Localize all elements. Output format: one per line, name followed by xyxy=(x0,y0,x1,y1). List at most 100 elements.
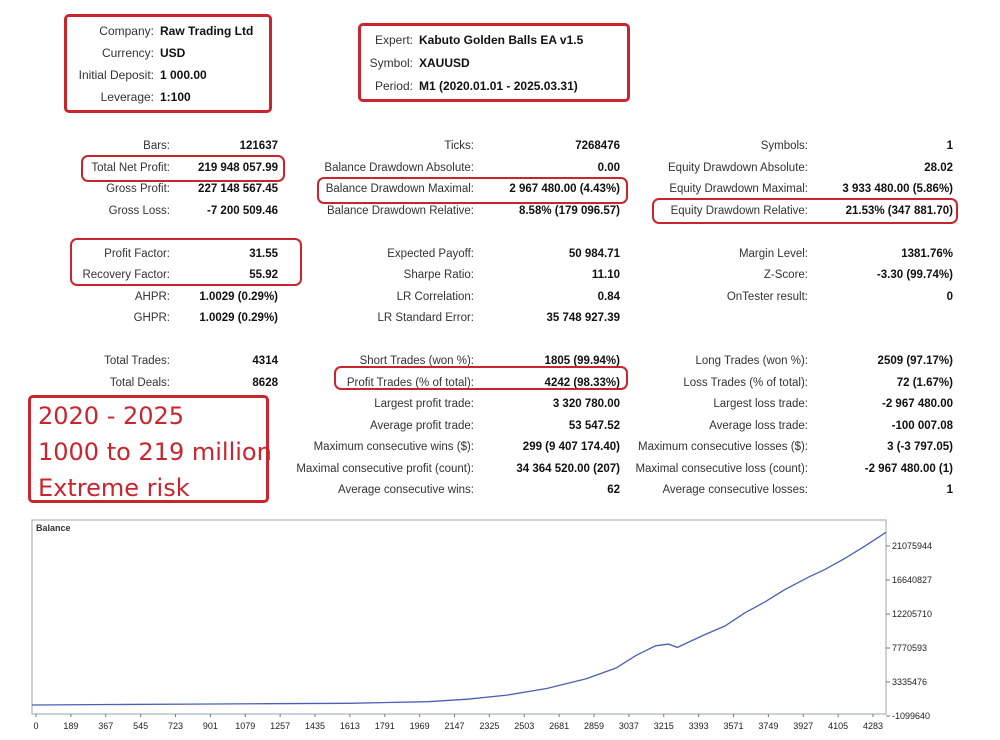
stat-value: 3 320 780.00 xyxy=(552,398,620,410)
stat-value: 219 948 057.99 xyxy=(198,161,278,174)
highlight-total-net-profit xyxy=(81,155,285,182)
stat-label: Average profit trade: xyxy=(370,419,474,432)
expert-info-row: Expert: Kabuto Golden Balls EA v1.5 xyxy=(0,29,700,51)
account-info-row: Currency: USD xyxy=(0,42,300,64)
stat-row: Gross Profit: 227 148 567.45 xyxy=(0,178,1000,200)
expert-info-label: Period: xyxy=(374,79,413,93)
stat-value: 2 967 480.00 (4.43%) xyxy=(509,183,620,195)
stat-label: Total Net Profit: xyxy=(91,161,170,174)
balance-chart: Balance 21075944 16640827 12205710 7770593 33… xyxy=(31,519,932,731)
stat-label: Maximum consecutive wins ($): xyxy=(313,441,474,453)
x-tick-label: 2503 xyxy=(514,721,534,731)
stat-row: Largest loss trade: -2 967 480.00 xyxy=(0,393,1000,415)
x-tick-label: 901 xyxy=(203,721,218,731)
stat-row: Sharpe Ratio: 11.10 xyxy=(0,264,1000,286)
x-tick-label: 3927 xyxy=(793,721,813,731)
stat-row: Largest profit trade: 3 320 780.00 xyxy=(0,393,1000,415)
stat-row: Z-Score: -3.30 (99.74%) xyxy=(0,264,1000,286)
stat-value: -100 007.08 xyxy=(891,419,953,432)
x-tick-label: 2859 xyxy=(584,721,604,731)
x-tick-label: 1435 xyxy=(305,721,325,731)
expert-info-value: M1 (2020.01.01 - 2025.03.31) xyxy=(419,79,578,93)
account-info-value: USD xyxy=(160,46,186,60)
expert-info-label: Expert: xyxy=(374,33,413,47)
stat-value: 62 xyxy=(607,484,620,496)
stat-row: OnTester result: 0 xyxy=(0,286,1000,308)
stat-value: 1.0029 (0.29%) xyxy=(199,290,278,303)
stat-value: 7268476 xyxy=(575,140,620,152)
stat-row: Total Net Profit: 219 948 057.99 xyxy=(0,157,1000,179)
stat-row: Recovery Factor: 55.92 xyxy=(0,264,1000,286)
stat-label: Maximal consecutive profit (count): xyxy=(296,462,474,475)
account-info-row: Company: Raw Trading Ltd xyxy=(0,20,300,42)
stat-label: LR Standard Error: xyxy=(377,312,474,324)
x-tick-label: 4283 xyxy=(863,721,883,731)
stat-value: 55.92 xyxy=(249,269,278,281)
stat-value: -2 967 480.00 (1) xyxy=(864,462,953,475)
x-tick-label: 723 xyxy=(168,721,183,731)
stat-row: Balance Drawdown Absolute: 0.00 xyxy=(0,157,1000,179)
stat-row: Balance Drawdown Maximal: 2 967 480.00 (4… xyxy=(0,178,1000,200)
stat-label: Balance Drawdown Absolute: xyxy=(324,161,474,174)
stat-label: Maximum consecutive losses ($): xyxy=(638,441,808,453)
highlight-factors xyxy=(70,238,302,286)
stat-label: Z-Score: xyxy=(763,269,808,281)
stat-label: GHPR: xyxy=(133,312,170,324)
stat-label: AHPR: xyxy=(134,290,170,303)
stat-value: 3 933 480.00 (5.86%) xyxy=(842,183,953,195)
stat-label: Average consecutive wins: xyxy=(338,484,474,496)
stat-row: Expected Payoff: 50 984.71 xyxy=(0,243,1000,265)
stat-row: LR Standard Error: 35 748 927.39 xyxy=(0,307,1000,329)
x-tick-label: 3749 xyxy=(758,721,778,731)
stat-label: Equity Drawdown Relative: xyxy=(670,204,808,217)
account-info-label: Initial Deposit: xyxy=(78,68,154,82)
stat-row: Equity Drawdown Relative: 21.53% (347 881… xyxy=(0,200,1000,222)
stat-row: Symbols: 1 xyxy=(0,135,1000,157)
annotation-line-3: Extreme risk xyxy=(38,474,190,502)
account-info-value: Raw Trading Ltd xyxy=(160,24,254,38)
y-tick-label: 3335476 xyxy=(892,677,927,687)
stat-value: 53 547.52 xyxy=(568,419,620,432)
stat-row: Maximal consecutive loss (count): -2 967 … xyxy=(0,458,1000,480)
x-tick-label: 3037 xyxy=(619,721,639,731)
stat-label: Equity Drawdown Maximal: xyxy=(669,183,808,195)
stat-row: Average consecutive wins: 62 xyxy=(0,479,1000,501)
stat-value: 34 364 520.00 (207) xyxy=(516,462,620,475)
stat-value: 1805 (99.94%) xyxy=(544,355,620,367)
stat-label: Gross Loss: xyxy=(108,204,170,217)
stat-label: Average consecutive losses: xyxy=(662,484,808,496)
highlight-balance-drawdown-maximal xyxy=(317,177,628,204)
stat-label: Long Trades (won %): xyxy=(695,355,808,367)
x-tick-label: 3571 xyxy=(723,721,743,731)
chart-plot-area xyxy=(31,519,887,715)
stat-label: Profit Factor: xyxy=(104,247,170,260)
stat-row: Average loss trade: -100 007.08 xyxy=(0,415,1000,437)
stat-row: Long Trades (won %): 2509 (97.17%) xyxy=(0,350,1000,372)
account-info-box xyxy=(64,14,272,113)
x-tick-label: 1257 xyxy=(270,721,290,731)
account-info-value: 1:100 xyxy=(160,90,191,104)
y-tick-label: 12205710 xyxy=(892,609,932,619)
x-tick-label: 2681 xyxy=(549,721,569,731)
stat-label: Bars: xyxy=(143,140,170,152)
stat-label: Maximal consecutive loss (count): xyxy=(635,462,808,475)
stat-row: Average consecutive losses: 1 xyxy=(0,479,1000,501)
y-tick-label: -1099640 xyxy=(892,711,930,721)
x-tick-label: 1969 xyxy=(410,721,430,731)
account-info-row: Initial Deposit: 1 000.00 xyxy=(0,64,300,86)
stat-value: 0.00 xyxy=(597,161,620,174)
annotation-box xyxy=(28,395,269,503)
stat-label: Margin Level: xyxy=(738,247,808,260)
stat-value: 4242 (98.33%) xyxy=(544,376,620,389)
stat-value: 1.0029 (0.29%) xyxy=(199,312,278,324)
annotation-line-1: 2020 - 2025 xyxy=(38,402,185,430)
x-tick-label: 3393 xyxy=(689,721,709,731)
stat-value: 0 xyxy=(946,290,953,303)
x-tick-label: 0 xyxy=(33,721,38,731)
stat-value: -2 967 480.00 xyxy=(882,398,953,410)
stat-label: Ticks: xyxy=(444,140,474,152)
stat-label: Loss Trades (% of total): xyxy=(683,376,808,389)
expert-info-box xyxy=(358,23,630,102)
stat-label: Total Trades: xyxy=(104,355,170,367)
x-tick-label: 2325 xyxy=(479,721,499,731)
